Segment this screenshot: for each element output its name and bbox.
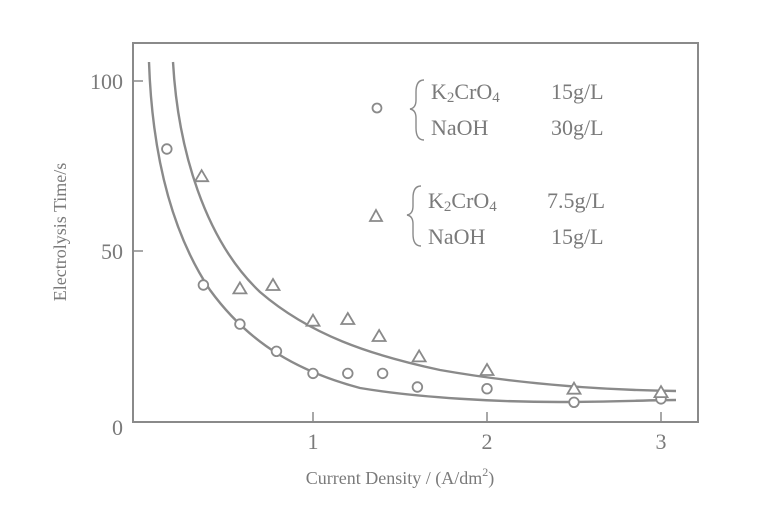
triangle-marker-icon (565, 380, 583, 395)
circle-marker-icon (161, 143, 173, 155)
circle-marker-icon (270, 345, 283, 358)
svg-text:NaOH: NaOH (431, 115, 489, 140)
triangle-marker-icon (339, 311, 356, 325)
legend-entry-circle: K2CrO4 15g/L NaOH 30g/L (371, 79, 604, 141)
y-tick-label: 0 (112, 415, 123, 440)
triangle-marker-icon (652, 384, 670, 398)
y-tick-label: 50 (101, 239, 123, 264)
triangle-marker-icon (231, 280, 248, 295)
svg-text:K2CrO4: K2CrO4 (431, 79, 500, 106)
circle-marker-icon (376, 367, 389, 380)
x-tick-label: 1 (308, 429, 319, 454)
circle-marker-icon (197, 279, 210, 291)
y-axis-title: Electrolysis Time/s (50, 163, 70, 302)
triangle-marker-icon (371, 328, 388, 342)
triangle-marker-icon (478, 362, 496, 376)
triangle-marker-icon (193, 168, 210, 183)
circle-marker-icon (568, 396, 580, 409)
circle-marker-icon (234, 318, 246, 330)
svg-text:15g/L: 15g/L (551, 224, 604, 249)
y-tick-label: 100 (90, 69, 123, 94)
svg-text:15g/L: 15g/L (551, 79, 604, 104)
triangle-marker-icon (368, 208, 384, 222)
triangle-marker-icon (411, 348, 428, 363)
triangle-marker-icon (304, 312, 322, 327)
brace-icon (409, 79, 425, 141)
brace-icon (406, 185, 422, 247)
svg-text:NaOH: NaOH (428, 224, 486, 249)
circle-marker-icon (371, 102, 383, 114)
plot-frame (132, 42, 699, 423)
data-points (161, 143, 670, 409)
svg-text:K2CrO4: K2CrO4 (428, 188, 497, 215)
triangle-marker-icon (264, 277, 282, 291)
fit-curve-triangle-series (171, 61, 677, 393)
svg-text:7.5g/L: 7.5g/L (547, 188, 605, 213)
x-tick-label: 3 (656, 429, 667, 454)
circle-marker-icon (481, 383, 493, 395)
x-axis-title: Current Density / (A/dm2) (306, 465, 494, 489)
legend: K2CrO4 15g/L NaOH 30g/L K2CrO4 7.5g/L Na… (368, 79, 605, 249)
svg-text:30g/L: 30g/L (551, 115, 604, 140)
circle-marker-icon (342, 367, 354, 380)
axis-ticks: 1 2 3 0 50 100 (90, 69, 667, 454)
circle-marker-icon (307, 367, 319, 380)
x-tick-label: 2 (482, 429, 493, 454)
circle-marker-icon (411, 381, 424, 393)
legend-entry-triangle: K2CrO4 7.5g/L NaOH 15g/L (368, 185, 605, 249)
